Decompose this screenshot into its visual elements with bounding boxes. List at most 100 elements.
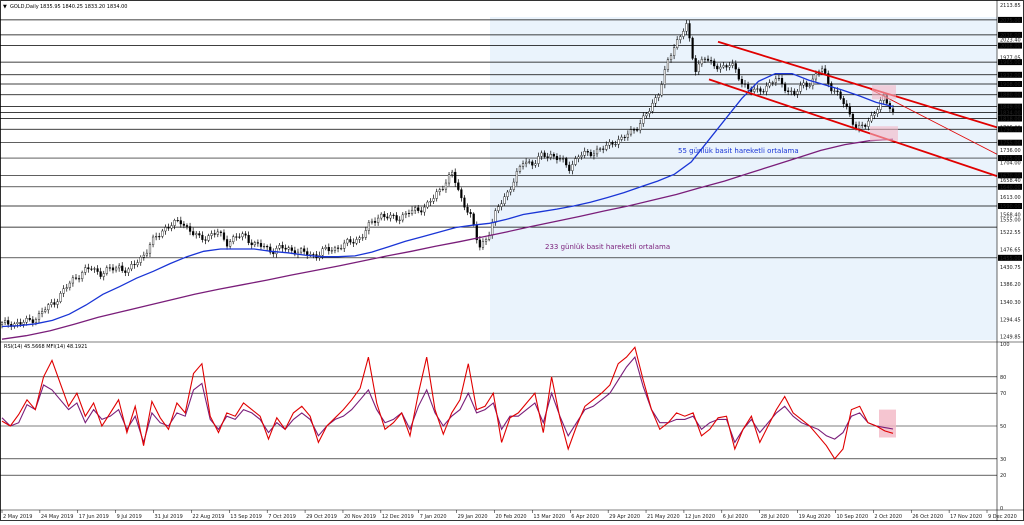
candle-body (222, 232, 226, 240)
candle-body (583, 151, 586, 156)
candle-body (84, 267, 87, 273)
candle-body (697, 63, 700, 72)
candle-body (623, 136, 626, 138)
candle-body (842, 98, 845, 105)
price-tick-label: 1658.40 (1000, 178, 1021, 184)
time-tick-label: 13 Sep 2019 (230, 514, 262, 520)
sma55-annotation: 55 günlük basit hareketli ortalama (678, 147, 799, 155)
candle-body (512, 181, 515, 190)
candle-body (28, 318, 31, 320)
candle-body (685, 23, 688, 32)
price-tick-label: 1476.65 (1000, 248, 1021, 254)
time-tick-label: 6 Apr 2020 (571, 514, 599, 520)
candle-body (262, 246, 266, 248)
candle-body (460, 189, 463, 199)
time-tick-label: 29 Apr 2020 (609, 514, 640, 520)
candle-body (114, 267, 118, 271)
ohlc-label: 1835.95 1840.25 1833.20 1834.00 (40, 4, 127, 10)
candle-body (87, 267, 90, 270)
candle-body (324, 247, 327, 249)
candle-body (216, 231, 219, 235)
time-tick-label: 17 Jun 2019 (79, 514, 109, 520)
candle-body (447, 174, 451, 184)
candle-body (352, 241, 355, 244)
osc-tick-label: 20 (1000, 473, 1006, 479)
candle-body (253, 242, 256, 246)
candle-body (50, 302, 53, 305)
level-box (998, 109, 1022, 116)
candle-body (367, 222, 370, 231)
candle-body (139, 257, 142, 263)
candle-body (725, 65, 728, 68)
candle-body (96, 268, 99, 272)
candle-body (660, 84, 663, 96)
candle-body (99, 271, 102, 277)
candle-body (145, 252, 149, 256)
candle-body (824, 68, 827, 74)
level-box (998, 103, 1022, 110)
level-box (998, 115, 1022, 122)
candle-body (706, 58, 710, 61)
candle-body (537, 156, 540, 164)
candle-body (793, 90, 796, 95)
candle-body (617, 139, 620, 145)
candle-body (558, 158, 562, 161)
candle-body (777, 78, 781, 80)
candle-body (568, 164, 571, 171)
candle-body (466, 206, 469, 213)
osc-tick-label: 30 (1000, 457, 1006, 463)
candle-body (151, 236, 155, 245)
candle-body (90, 268, 93, 270)
price-tick-label: 1818.00 (1000, 117, 1021, 123)
candle-body (827, 73, 830, 84)
candle-body (420, 210, 423, 213)
time-tick-label: 28 Jul 2020 (761, 514, 789, 520)
price-tick-label: 2036.00 (1000, 33, 1021, 39)
candle-body (210, 233, 213, 236)
candle-body (614, 144, 617, 146)
candle-body (59, 293, 62, 302)
candle-body (463, 197, 466, 208)
candle-body (506, 191, 509, 197)
candle-body (451, 171, 454, 175)
candle-body (13, 323, 16, 327)
candle-body (71, 277, 75, 284)
candle-body (414, 207, 417, 211)
price-tick-label: 1430.75 (1000, 265, 1021, 271)
moving-averages (1, 72, 894, 340)
candle-body (68, 282, 71, 288)
level-box (998, 126, 1022, 133)
price-tick-label: 2008.00 (1000, 44, 1021, 50)
candle-body (525, 161, 528, 164)
candle-body (133, 264, 136, 266)
candle-body (155, 236, 158, 238)
candle-body (632, 129, 636, 131)
candle-body (734, 63, 737, 70)
candle-body (478, 239, 481, 248)
candle-body (444, 182, 448, 190)
candle-body (867, 120, 870, 127)
level-box (998, 16, 1022, 23)
candle-body (531, 161, 534, 166)
time-tick-label: 29 Oct 2019 (306, 514, 337, 520)
candle-body (595, 148, 599, 155)
price-tick-label: 1880.00 (1000, 93, 1021, 99)
candle-body (592, 153, 596, 157)
candle-body (105, 267, 108, 274)
candle-body (629, 129, 633, 135)
expand-icon[interactable]: ▼ (3, 4, 7, 10)
candle-body (25, 318, 28, 323)
candle-body (333, 247, 337, 251)
sma233-line (1, 138, 894, 340)
candle-body (552, 154, 555, 157)
highlight-zone (490, 17, 997, 340)
candle-body (136, 262, 139, 266)
candle-body (247, 235, 250, 244)
time-tick-label: 17 Nov 2020 (950, 514, 982, 520)
candle-body (673, 47, 676, 56)
candle-body (290, 247, 293, 251)
price-tick-label: 1834.00 (1000, 110, 1021, 116)
candle-body (722, 65, 725, 68)
candle-body (238, 236, 241, 238)
